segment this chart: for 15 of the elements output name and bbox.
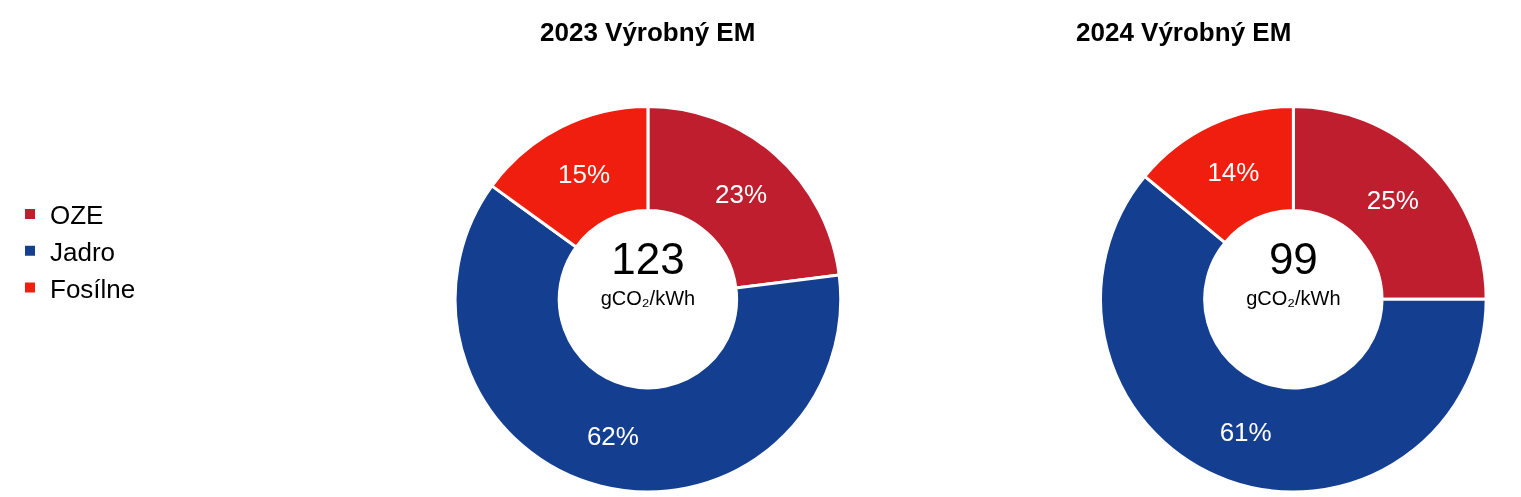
chart-title: 2023 Výrobný EM [540,17,756,47]
legend-label: OZE [50,200,104,231]
legend-label: Jadro [50,236,116,267]
text: 99 [1268,233,1318,283]
data-label: 15% [558,158,611,189]
data-label: 23% [714,178,768,209]
legend-label: Fosílne [50,273,136,304]
data-label: 14% [1207,156,1260,187]
chart-title: 2024 Výrobný EM [1076,17,1292,47]
text: 123 [611,233,685,283]
data-label: 25% [1366,184,1419,215]
data-label: 62% [586,420,639,451]
text: gCO₂/kWh [1246,286,1341,309]
data-label: 61% [1219,416,1272,447]
text: gCO₂/kWh [600,286,696,309]
